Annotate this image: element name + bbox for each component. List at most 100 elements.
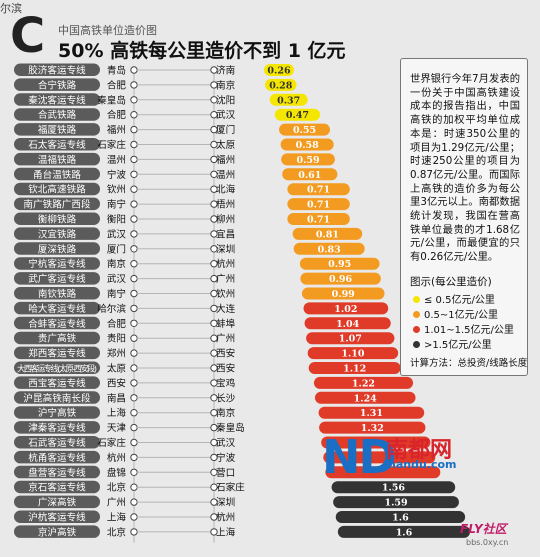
destination-city-label: 秦皇岛 xyxy=(216,422,245,434)
origin-city-label: 南宁 xyxy=(107,288,126,300)
cost-value-label: 0.61 xyxy=(298,170,321,181)
origin-dot xyxy=(130,334,138,342)
line-name-pill xyxy=(14,495,100,509)
line-name-label: 津秦客运专线 xyxy=(28,422,86,434)
cost-value-label: 1.56 xyxy=(382,483,406,494)
destination-city-label: 上海 xyxy=(216,526,236,538)
origin-city-label: 武汉 xyxy=(107,228,127,240)
line-name-pill xyxy=(14,138,100,151)
cost-value-label: 0.47 xyxy=(286,110,309,121)
destination-dot xyxy=(210,245,218,253)
destination-city-label: 福州 xyxy=(216,154,235,166)
origin-dot xyxy=(130,498,138,506)
cost-value-label: 0.26 xyxy=(267,66,291,77)
legend-item-yellow: ≤ 0.5亿元/公里 xyxy=(413,291,495,306)
origin-city-label: 衡阳 xyxy=(107,214,126,226)
cost-value-label: 0.71 xyxy=(307,185,330,196)
cost-bar xyxy=(279,123,330,136)
line-name-pill xyxy=(14,406,100,419)
cost-value-label: 0.83 xyxy=(318,244,341,255)
destination-dot xyxy=(210,409,218,417)
line-name-pill xyxy=(14,287,100,300)
origin-dot xyxy=(130,66,138,74)
destination-dot xyxy=(210,483,218,491)
line-name-label: 福厦铁路 xyxy=(38,124,77,136)
cost-bar xyxy=(281,153,335,166)
destination-dot xyxy=(210,379,218,387)
destination-dot xyxy=(210,96,218,104)
destination-city-label: 广州 xyxy=(216,333,235,345)
cost-bar xyxy=(303,302,389,315)
origin-city-label: 南宁 xyxy=(107,199,126,211)
line-name-label: 郑西客运专线 xyxy=(28,348,86,360)
origin-city-label: 钦州 xyxy=(107,184,126,196)
line-name-pill xyxy=(14,227,100,240)
destination-dot xyxy=(210,319,218,327)
line-name-label: 石太客运专线 xyxy=(28,139,86,151)
note-box: 世界银行今年7月发表的一份关于中国高铁建设成本的报告指出，中国高铁的加权平均单位… xyxy=(400,58,528,376)
cost-bar xyxy=(287,198,350,211)
line-name-pill xyxy=(14,63,100,76)
cost-bar xyxy=(304,317,391,330)
origin-city-label: 北京 xyxy=(107,482,126,494)
cost-bar xyxy=(274,108,321,121)
chart-title: 50% 高铁每公里造价不到 1 亿元 xyxy=(58,40,346,62)
cost-bar xyxy=(331,481,456,494)
c-logo-icon: C xyxy=(10,8,46,64)
cost-value-label: 0.95 xyxy=(328,259,351,270)
origin-city-label: 西安 xyxy=(107,377,126,389)
origin-dot xyxy=(130,438,138,447)
line-name-label: 沪昆高铁南长段 xyxy=(23,392,91,404)
cost-value-label: 1.02 xyxy=(334,304,357,315)
destination-dot xyxy=(210,230,218,238)
line-name-label: 衡柳铁路 xyxy=(38,214,77,226)
line-name-pill xyxy=(14,465,100,479)
cost-bar xyxy=(287,183,350,196)
origin-city-label: 合肥 xyxy=(107,79,127,91)
destination-dot xyxy=(210,155,218,164)
destination-dot xyxy=(210,423,218,432)
origin-dot xyxy=(130,125,138,134)
origin-dot xyxy=(130,260,138,268)
destination-dot xyxy=(210,274,218,283)
cost-bar xyxy=(264,64,294,76)
nandu-logo-text: 南都网 xyxy=(386,438,453,463)
destination-dot xyxy=(210,498,218,506)
destination-city-label: 武汉 xyxy=(216,109,236,121)
destination-dot xyxy=(210,215,218,223)
cost-bar xyxy=(265,78,297,91)
line-name-pill xyxy=(14,525,100,538)
cost-value-label: 1.6 xyxy=(392,513,409,524)
destination-city-label: 蚌埠 xyxy=(216,318,236,330)
destination-city-label: 西安 xyxy=(216,363,235,375)
origin-city-label: 盘锦 xyxy=(107,467,126,479)
nandu-logo-nd: ND xyxy=(322,430,397,484)
calculation-method: 计算方法：总投资/线路长度 xyxy=(410,358,528,369)
destination-dot xyxy=(210,185,218,193)
destination-dot xyxy=(210,125,218,134)
destination-city-label: 钦州 xyxy=(216,288,235,300)
origin-dot xyxy=(130,453,138,462)
origin-city-label: 宁波 xyxy=(107,169,127,181)
cost-value-label: 1.04 xyxy=(336,319,360,330)
destination-city-label: 宜昌 xyxy=(216,228,235,240)
line-name-label: 胶济客运专线 xyxy=(28,65,86,77)
line-name-label: 武广客运专线 xyxy=(28,273,86,285)
destination-dot xyxy=(210,140,218,149)
cost-bar xyxy=(269,93,308,106)
origin-city-label: 石家庄 xyxy=(97,437,126,449)
destination-dot xyxy=(210,66,218,74)
line-name-pill xyxy=(14,108,100,121)
cost-value-label: 0.55 xyxy=(293,125,316,136)
cost-value-label: 1.32 xyxy=(361,423,384,434)
cost-value-label: 0.96 xyxy=(329,274,353,285)
line-name-pill xyxy=(14,167,100,181)
line-name-label: 哈大客运专线 xyxy=(28,303,86,315)
destination-dot xyxy=(210,81,218,89)
destination-city-label: 宝鸡 xyxy=(216,377,235,389)
cost-bar xyxy=(282,168,338,181)
legend-item-black: >1.5亿元/公里 xyxy=(413,336,492,351)
destination-city-label: 营口 xyxy=(216,467,235,479)
origin-dot xyxy=(130,304,138,313)
destination-city-label: 深圳 xyxy=(216,244,235,255)
